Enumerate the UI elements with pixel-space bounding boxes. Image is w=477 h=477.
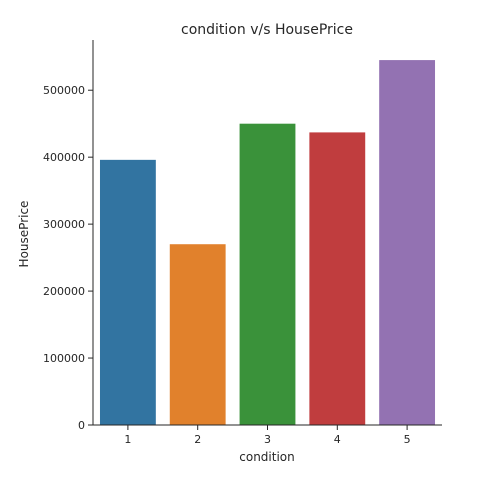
x-tick-label: 2: [194, 433, 201, 446]
x-axis-ticks: 1 2 3 4 5: [124, 425, 411, 446]
chart-title: condition v/s HousePrice: [181, 22, 353, 38]
x-tick-label: 1: [124, 433, 131, 446]
bar-condition-2: [169, 244, 226, 425]
y-axis-label: HousePrice: [17, 201, 31, 268]
bar-condition-4: [309, 132, 366, 425]
y-tick-label: 400000: [43, 151, 85, 164]
y-tick-label: 500000: [43, 84, 85, 97]
y-tick-label: 100000: [43, 352, 85, 365]
bar-condition-5: [379, 60, 436, 426]
x-tick-label: 5: [404, 433, 411, 446]
y-tick-label: 200000: [43, 285, 85, 298]
x-tick-label: 3: [264, 433, 271, 446]
y-tick-label: 0: [78, 419, 85, 432]
y-axis-ticks: 0 100000 200000 300000 400000 500000: [43, 84, 93, 432]
x-axis-label: condition: [239, 450, 294, 464]
bar-condition-1: [99, 159, 156, 425]
bar-condition-3: [239, 123, 296, 426]
y-tick-label: 300000: [43, 218, 85, 231]
bar-group: [99, 60, 436, 426]
x-tick-label: 4: [334, 433, 341, 446]
